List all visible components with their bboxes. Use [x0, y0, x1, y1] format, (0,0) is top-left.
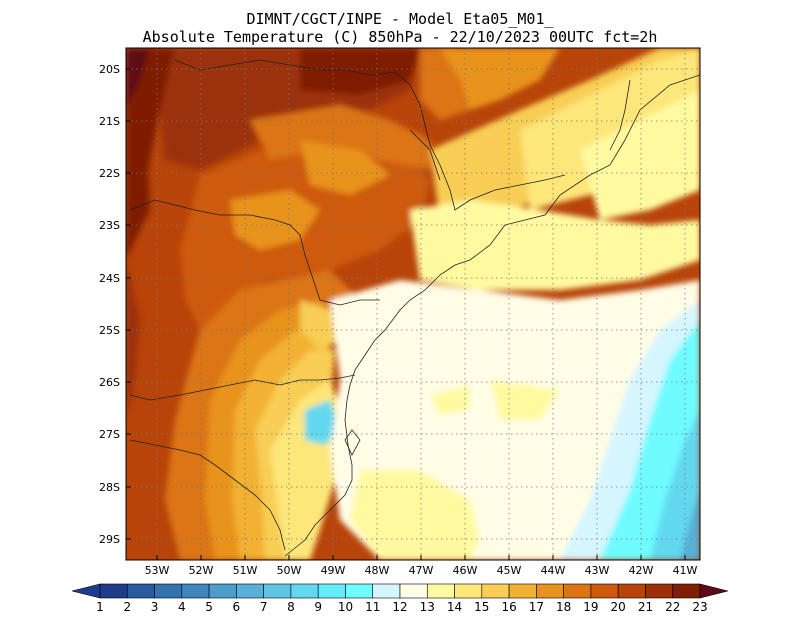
chart-title-line1: DIMNT/CGCT/INPE - Model Eta05_M01_: [246, 10, 554, 28]
lat-tick-label: 21S: [99, 115, 120, 128]
lat-tick-label: 25S: [99, 324, 120, 337]
colorbar-swatch: [481, 583, 510, 599]
colorbar-label: 7: [260, 600, 268, 614]
colorbar-swatch: [317, 583, 346, 599]
colorbar-swatch: [536, 583, 564, 599]
graticule: [126, 48, 700, 560]
colorbar-swatch: [372, 583, 401, 599]
colorbar-label: 15: [474, 600, 489, 614]
colorbar-label: 12: [392, 600, 407, 614]
colorbar-label: 13: [420, 600, 435, 614]
lat-tick-label: 22S: [99, 167, 120, 180]
colorbar-label: 20: [611, 600, 626, 614]
lon-tick-label: 41W: [673, 564, 698, 577]
lon-tick-label: 42W: [629, 564, 654, 577]
colorbar-swatch: [617, 583, 646, 599]
colorbar-label: 4: [178, 600, 186, 614]
colorbar-swatch: [672, 583, 701, 599]
colorbar-swatch: [345, 583, 374, 599]
colorbar-swatch: [290, 583, 319, 599]
lon-tick-label: 47W: [409, 564, 434, 577]
lat-tick-label: 28S: [99, 481, 120, 494]
colorbar-swatch: [563, 583, 592, 599]
lat-tick-label: 29S: [99, 533, 120, 546]
colorbar-label: 9: [314, 600, 322, 614]
colorbar-swatch: [508, 583, 537, 599]
lon-tick-label: 49W: [321, 564, 346, 577]
colorbar-swatch: [236, 583, 264, 599]
colorbar-swatch: [399, 583, 428, 599]
colorbar-label: 22: [665, 600, 680, 614]
colorbar-swatch: [645, 583, 674, 599]
colorbar-swatch: [126, 583, 155, 599]
colorbar-upper-cap: [699, 583, 729, 599]
colorbar-swatch: [208, 583, 237, 599]
colorbar-label: 2: [123, 600, 131, 614]
colorbar-swatch: [263, 583, 292, 599]
lat-tick-label: 27S: [99, 428, 120, 441]
colorbar-label: 1: [96, 600, 104, 614]
colorbar-label: 23: [692, 600, 707, 614]
lat-tick-label: 23S: [99, 219, 120, 232]
colorbar-label: 17: [529, 600, 544, 614]
lon-tick-label: 46W: [453, 564, 478, 577]
lon-tick-label: 48W: [365, 564, 390, 577]
chart-title-line2: Absolute Temperature (C) 850hPa - 22/10/…: [142, 28, 658, 46]
lat-tick-label: 20S: [99, 63, 120, 76]
colorbar-lower-cap: [71, 583, 101, 599]
colorbar-swatch: [154, 583, 183, 599]
colorbar-swatch: [454, 583, 483, 599]
colorbar-label: 14: [447, 600, 462, 614]
colorbar-label: 6: [233, 600, 241, 614]
lat-tick-label: 24S: [99, 272, 120, 285]
lon-tick-label: 43W: [585, 564, 610, 577]
colorbar-label: 11: [365, 600, 380, 614]
colorbar-swatch: [99, 583, 128, 599]
colorbar-label: 21: [638, 600, 653, 614]
colorbar-label: 8: [287, 600, 295, 614]
colorbar-label: 18: [556, 600, 571, 614]
colorbar-label: 16: [501, 600, 516, 614]
coastline: [129, 59, 700, 557]
lon-tick-label: 53W: [145, 564, 170, 577]
colorbar-label: 10: [338, 600, 353, 614]
lat-tick-label: 26S: [99, 376, 120, 389]
lat-ticks: 20S 21S 22S 23S 24S 25S 26S 27S 28S 29S: [99, 63, 131, 546]
lon-ticks: 53W 52W 51W 50W 49W 48W 47W 46W 45W 44W 43W 42W 41W: [145, 555, 698, 577]
lon-tick-label: 52W: [189, 564, 214, 577]
lon-tick-label: 51W: [233, 564, 258, 577]
colorbar-swatch: [426, 583, 455, 599]
colorbar-label: 19: [583, 600, 598, 614]
colorbar-label: 5: [205, 600, 213, 614]
lon-tick-label: 50W: [277, 564, 302, 577]
colorbar-swatch: [181, 583, 210, 599]
lon-tick-label: 45W: [497, 564, 522, 577]
colorbar: 1 2 3 4 5 6 7 8 9 10 11 12 13 14 15 16 17 18 19 20 21 22 23: [71, 583, 729, 614]
temperature-field: [126, 48, 700, 560]
lon-tick-label: 44W: [541, 564, 566, 577]
colorbar-swatch: [590, 583, 619, 599]
colorbar-label: 3: [151, 600, 159, 614]
plot-frame: [125, 47, 701, 561]
